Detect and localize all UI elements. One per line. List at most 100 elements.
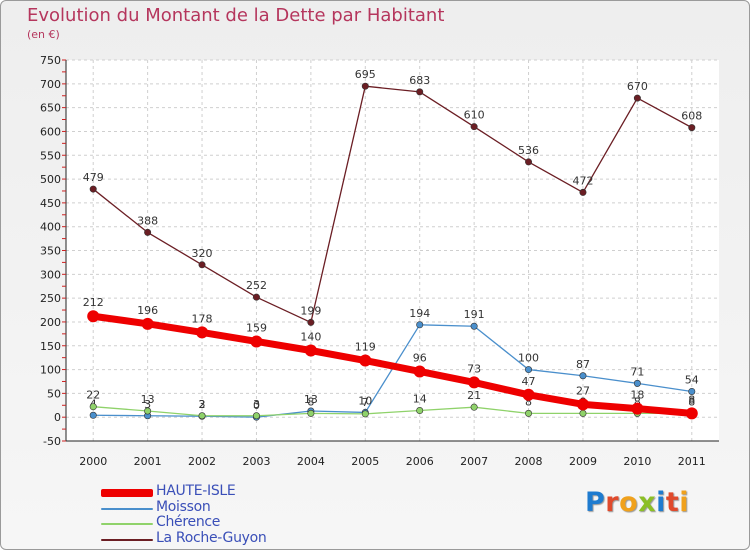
data-label-la-roche-guyon: 610 [464,109,485,122]
data-point-haute-isle [631,402,644,415]
legend-label: Moisson [156,498,211,515]
data-label-la-roche-guyon: 320 [192,247,213,260]
x-tick-label: 2010 [623,455,651,468]
data-point-haute-isle [576,398,589,411]
logo-letter: i [656,487,666,518]
series-line-cherence [92,406,693,417]
y-tick-label: 400 [40,221,61,234]
data-point-cherence [361,410,369,418]
x-tick-label: 2009 [569,455,597,468]
data-point-cherence [416,407,424,415]
data-label-moisson: 194 [409,307,430,320]
logo-letter: t [665,487,680,518]
data-label-haute-isle: 18 [630,389,644,402]
data-label-cherence: 8 [634,395,641,408]
y-tick-label: 250 [40,292,61,305]
y-tick-label: 0 [54,411,61,424]
data-label-haute-isle: 140 [300,331,321,344]
data-point-haute-isle [468,376,481,389]
data-label-haute-isle: 178 [192,312,213,325]
data-label-haute-isle: 96 [413,351,427,364]
data-point-la-roche-guyon [144,228,152,236]
data-point-moisson [525,366,533,374]
data-point-moisson [89,411,97,419]
data-label-cherence: 3 [253,398,260,411]
data-label-moisson: 10 [358,394,372,407]
data-point-cherence [470,403,478,411]
data-point-la-roche-guyon [198,261,206,269]
data-label-la-roche-guyon: 199 [300,304,321,317]
data-label-la-roche-guyon: 479 [83,171,104,184]
data-label-cherence: 3 [199,398,206,411]
data-point-moisson [633,379,641,387]
data-point-haute-isle [141,317,154,330]
data-label-moisson: 0 [253,399,260,412]
data-point-moisson [416,321,424,329]
y-tick-label: 700 [40,78,61,91]
y-tick-label: 50 [47,387,61,400]
logo-letter: i [679,487,690,518]
data-label-moisson: 191 [464,308,485,321]
data-label-cherence: 21 [467,389,481,402]
data-label-haute-isle: 159 [246,321,267,334]
data-label-haute-isle: 73 [467,362,481,375]
logo-letter: r [605,487,620,518]
legend-label: HAUTE-ISLE [156,483,236,499]
data-point-la-roche-guyon [307,318,315,326]
data-label-cherence: 8 [307,395,314,408]
data-label-cherence: 8 [688,395,695,408]
x-tick-label: 2003 [242,455,270,468]
data-label-moisson: 87 [576,358,590,371]
data-point-la-roche-guyon [525,158,533,166]
data-point-la-roche-guyon [416,88,424,96]
legend-swatch [101,538,153,541]
data-point-cherence [525,409,533,417]
series-line-la-roche-guyon [92,85,693,324]
y-tick-label: 450 [40,197,61,210]
x-tick-label: 2002 [188,455,216,468]
legend-swatch [101,523,153,525]
logo-letter: o [619,487,639,518]
data-label-cherence: 22 [86,389,100,402]
chart-subtitle: (en €) [27,28,60,41]
y-tick-label: 100 [40,364,61,377]
data-label-la-roche-guyon: 388 [137,214,158,227]
data-point-la-roche-guyon [252,293,260,301]
x-tick-label: 2007 [460,455,488,468]
data-point-cherence [579,409,587,417]
x-tick-label: 2008 [515,455,543,468]
x-tick-label: 2005 [351,455,379,468]
data-point-cherence [198,412,206,420]
data-point-haute-isle [359,354,372,367]
data-label-la-roche-guyon: 536 [518,144,539,157]
y-tick-label: 350 [40,245,61,258]
data-label-cherence: 7 [362,396,369,409]
x-tick-label: 2006 [406,455,434,468]
data-point-la-roche-guyon [470,123,478,131]
data-point-la-roche-guyon [361,82,369,90]
data-point-moisson [688,387,696,395]
data-point-haute-isle [304,344,317,357]
data-point-haute-isle [87,310,100,323]
y-tick-label: -50 [43,435,61,448]
x-tick-label: 2000 [79,455,107,468]
data-point-moisson [579,372,587,380]
data-point-haute-isle [413,365,426,378]
y-tick-label: 200 [40,316,61,329]
data-point-cherence [252,412,260,420]
legend-label: Chérence [156,514,221,530]
data-point-la-roche-guyon [579,188,587,196]
data-label-haute-isle: 8 [688,393,695,406]
data-label-moisson: 13 [304,393,318,406]
data-label-cherence: 8 [525,395,532,408]
data-label-moisson: 2 [199,398,206,411]
x-tick-label: 2011 [678,455,706,468]
data-point-la-roche-guyon [688,124,696,132]
data-label-la-roche-guyon: 670 [627,80,648,93]
legend-swatch [101,489,153,497]
x-tick-label: 2001 [134,455,162,468]
data-point-cherence [307,409,315,417]
data-point-haute-isle [522,388,535,401]
